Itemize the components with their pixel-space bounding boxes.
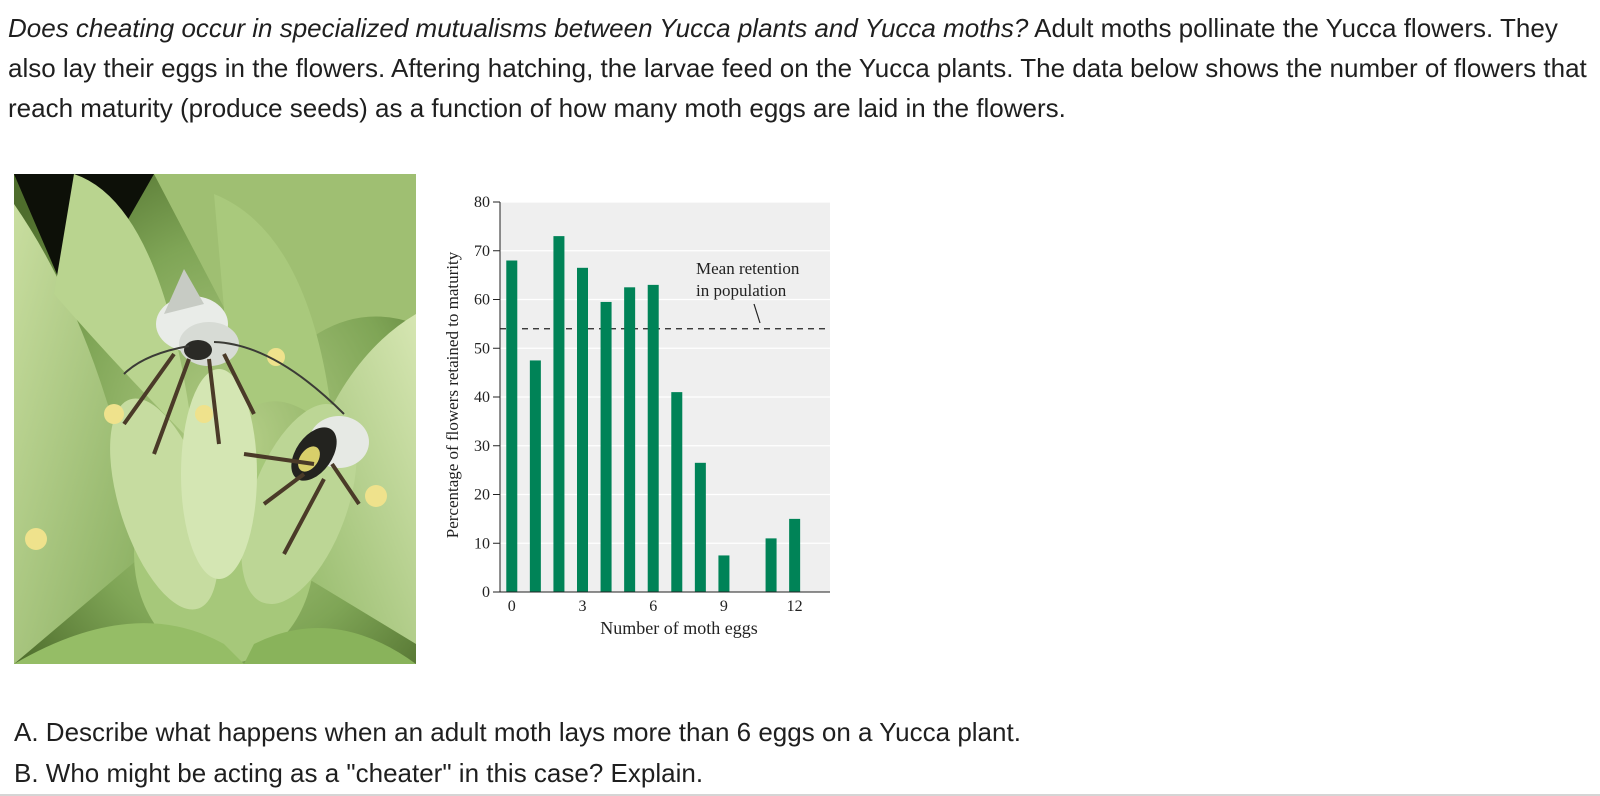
- question-b: B. Who might be acting as a "cheater" in…: [14, 758, 704, 788]
- bar: [789, 518, 801, 592]
- mean-retention-label-line2: in population: [696, 281, 787, 300]
- bar: [765, 538, 777, 592]
- y-tick-label: 80: [474, 194, 490, 211]
- mean-retention-pointer: [753, 303, 761, 324]
- bar: [553, 236, 565, 592]
- x-tick-label: 9: [720, 598, 728, 615]
- moth-photo: [14, 174, 416, 664]
- bar: [506, 260, 518, 592]
- x-tick-label: 6: [649, 598, 657, 615]
- intro-question: Does cheating occur in specialized mutua…: [8, 13, 1029, 43]
- y-tick-label: 30: [474, 438, 490, 455]
- y-tick-label: 40: [474, 389, 490, 406]
- bar-chart: 0 10 20 30 40 50 60 70 80 0 3 6 9 12 Mean retention …: [440, 180, 860, 670]
- bars: [506, 236, 801, 592]
- y-tick-labels: 0 10 20 30 40 50 60 70 80: [474, 194, 500, 601]
- y-tick-label: 10: [474, 535, 490, 552]
- x-tick-label: 3: [579, 598, 587, 615]
- bar: [718, 555, 730, 592]
- bar: [694, 462, 706, 592]
- x-tick-labels: 0 3 6 9 12: [508, 598, 803, 615]
- bar: [529, 360, 541, 592]
- intro-paragraph: Does cheating occur in specialized mutua…: [8, 8, 1598, 128]
- y-tick-label: 50: [474, 340, 490, 357]
- bar: [647, 284, 659, 592]
- bar: [600, 301, 612, 592]
- y-axis-label: Percentage of flowers retained to maturi…: [443, 251, 462, 538]
- moth-on-yucca-flower-photo-icon: [14, 174, 416, 664]
- y-tick-label: 20: [474, 487, 490, 504]
- questions: A. Describe what happens when an adult m…: [14, 712, 1414, 794]
- bar: [671, 392, 683, 592]
- bottom-divider: [0, 794, 1600, 796]
- bar: [624, 287, 636, 592]
- x-tick-label: 0: [508, 598, 516, 615]
- x-axis-label: Number of moth eggs: [600, 618, 757, 638]
- intro-text: Adult moths pollinate the Yucca flowers.…: [8, 13, 1587, 123]
- bar: [577, 267, 588, 592]
- y-tick-label: 60: [474, 292, 490, 309]
- mean-retention-label-line1: Mean retention: [696, 259, 800, 278]
- y-tick-label: 70: [474, 243, 490, 260]
- question-a: A. Describe what happens when an adult m…: [14, 717, 1021, 747]
- y-tick-label: 0: [482, 584, 490, 601]
- x-tick-label: 12: [787, 598, 803, 615]
